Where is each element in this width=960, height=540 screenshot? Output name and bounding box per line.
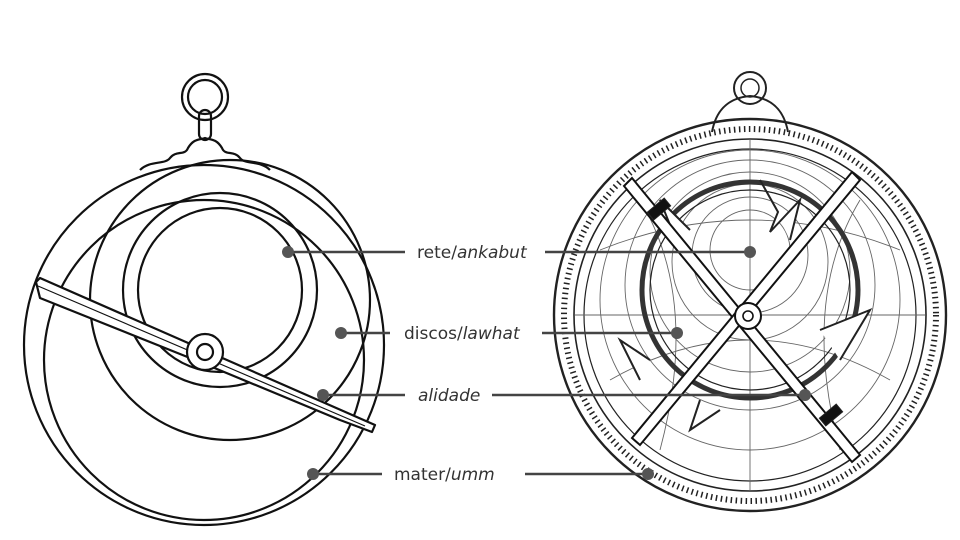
- throne: [139, 136, 271, 171]
- shackle: [197, 108, 213, 142]
- dot-alidade-left: [317, 389, 329, 401]
- engraved-ring-inner: [740, 78, 760, 98]
- dot-mater-right: [642, 468, 654, 480]
- dot-discos-right: [671, 327, 683, 339]
- dot-discos-left: [335, 327, 347, 339]
- dot-mater-left: [307, 468, 319, 480]
- engraved-limb-scale: [561, 126, 939, 504]
- rete-outer: [121, 191, 319, 389]
- dot-rete-left: [282, 246, 294, 258]
- leader-lines: [288, 250, 805, 476]
- label-rete: rete/ankabut: [417, 243, 527, 263]
- engraved-rete-pointers: [617, 179, 873, 433]
- dot-alidade-right: [799, 389, 811, 401]
- suspension-ring: [180, 72, 230, 122]
- alidade-pivot-inner: [195, 342, 215, 362]
- engraved-limb-outer: [552, 117, 948, 513]
- schematic-astrolabe: [22, 72, 386, 527]
- leader-dots: [282, 246, 811, 480]
- engraved-ecliptic: [639, 179, 861, 401]
- engraved-ring: [733, 71, 767, 105]
- engraved-astrolabe: [552, 71, 948, 513]
- dot-rete-right: [744, 246, 756, 258]
- rete-inner: [136, 206, 304, 374]
- mater-inner: [42, 198, 366, 522]
- engraved-throne: [711, 94, 789, 133]
- suspension-ring-inner: [186, 78, 224, 116]
- schematic-alidade: [34, 276, 377, 434]
- label-discos: discos/lawhat: [404, 324, 520, 344]
- engraved-limb-inner: [573, 138, 927, 492]
- engraved-ecliptic-inner: [649, 189, 851, 391]
- label-mater: mater/umm: [394, 465, 495, 485]
- label-alidade: alidade: [418, 386, 481, 406]
- mater-outer: [22, 163, 386, 527]
